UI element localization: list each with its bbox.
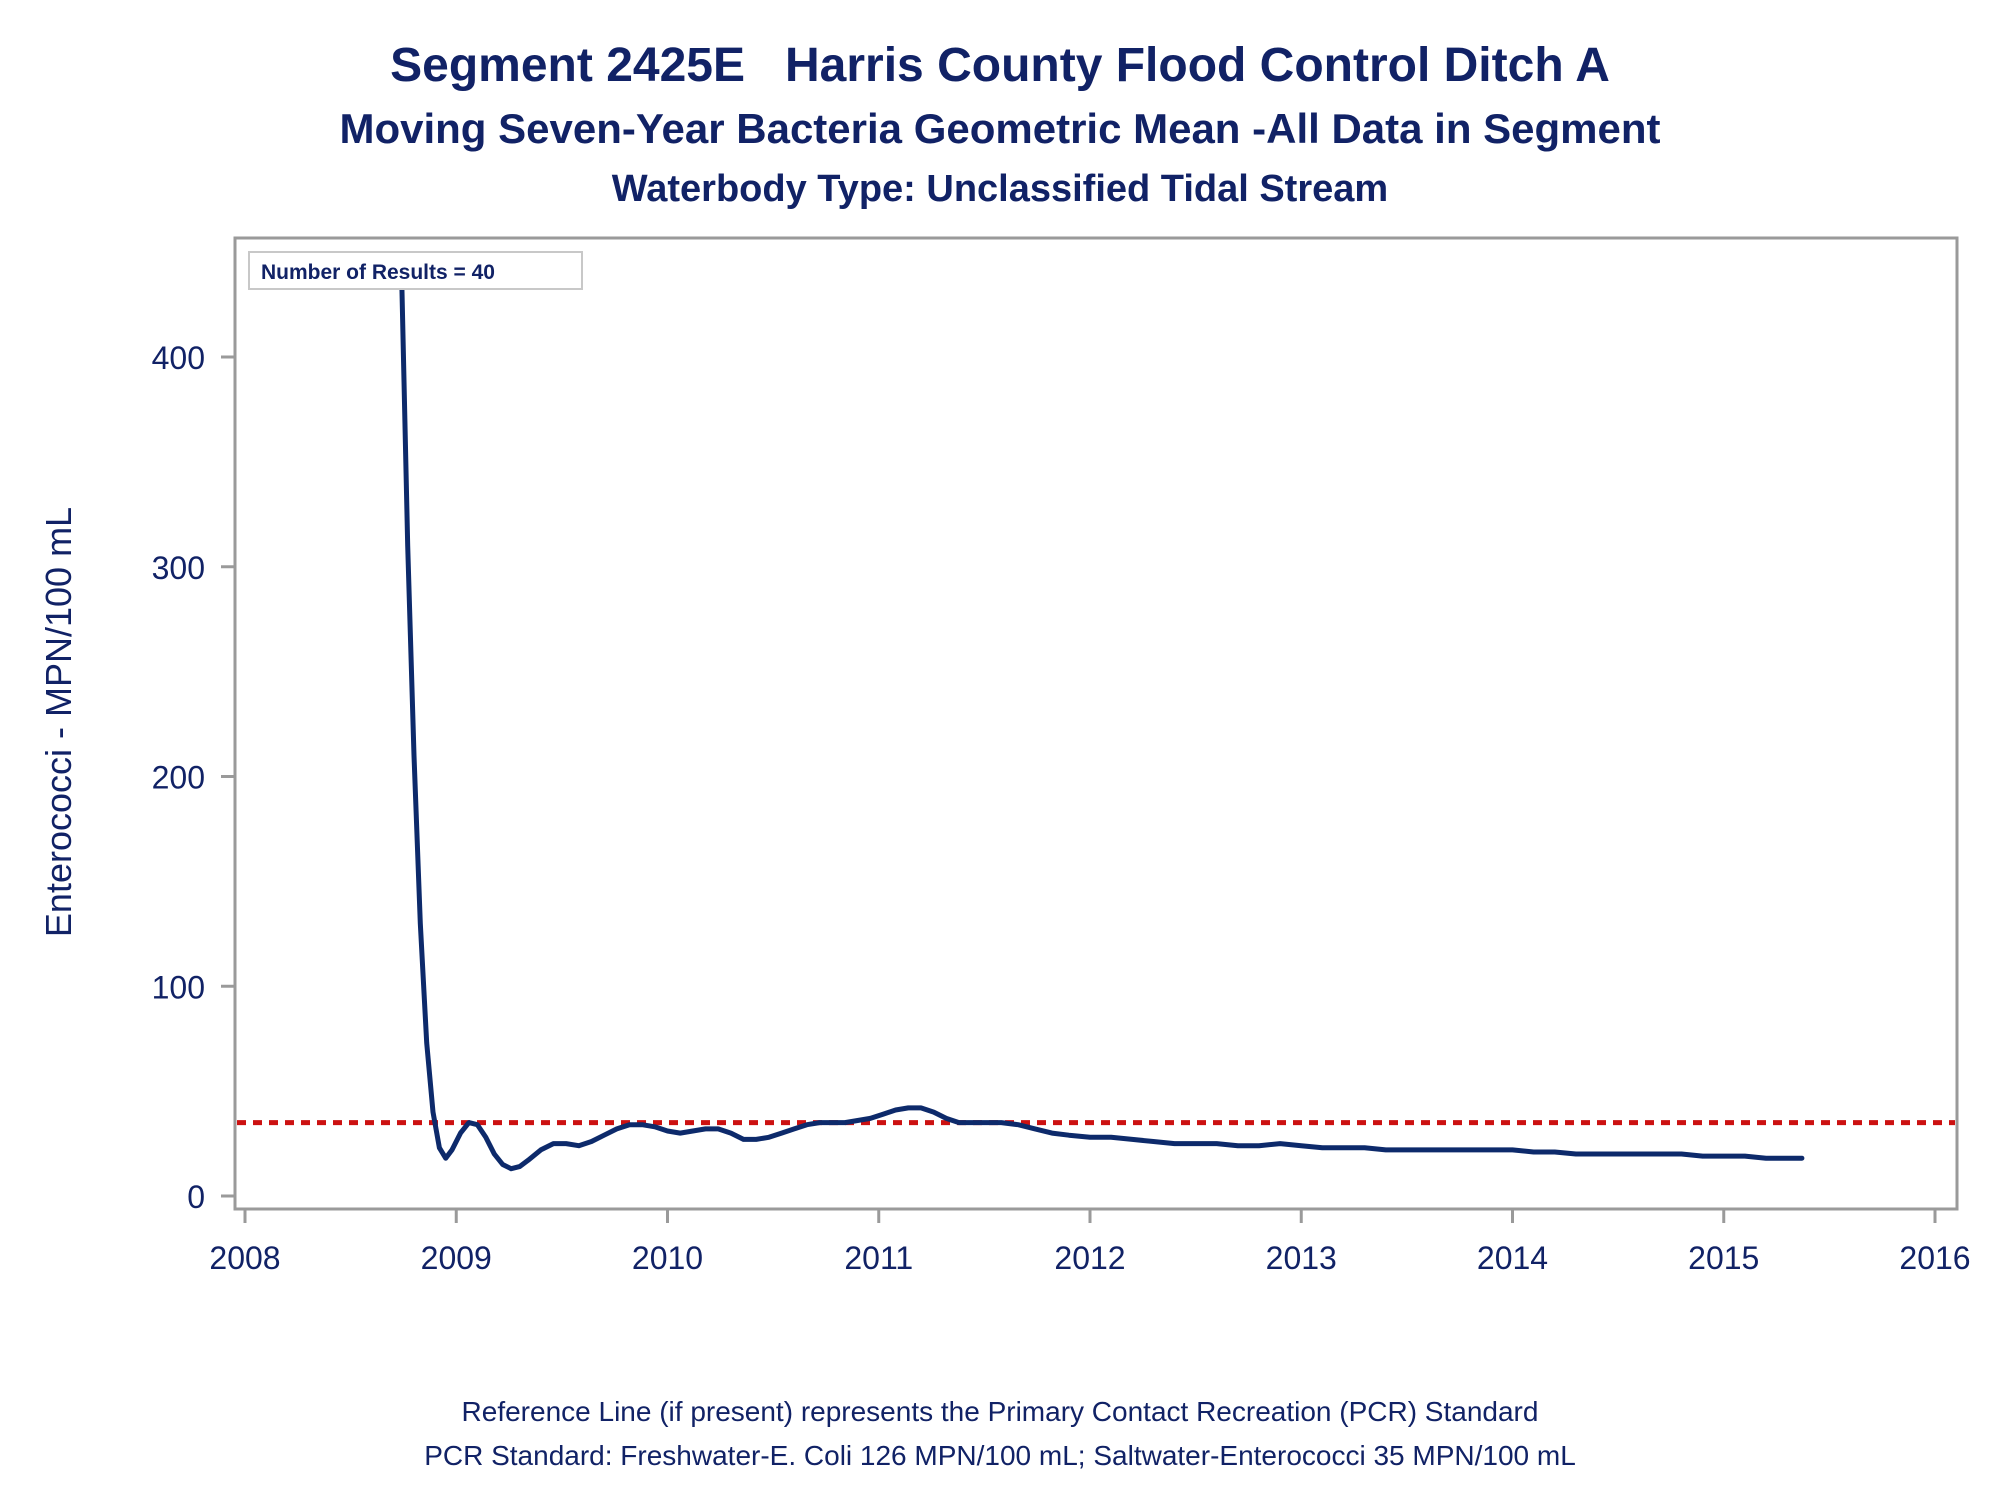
y-tick-label: 400 — [152, 340, 205, 376]
series-line — [398, 258, 1805, 1172]
x-tick-label: 2011 — [844, 1240, 913, 1276]
inset-box — [248, 251, 583, 290]
y-tick-label: 200 — [152, 760, 205, 796]
results-count-inset: Number of Results = 40 — [248, 251, 583, 290]
y-tick-label: 0 — [187, 1179, 205, 1215]
chart-title: Segment 2425E Harris County Flood Contro… — [390, 39, 1610, 92]
x-tick-label: 2012 — [1054, 1240, 1125, 1276]
plot-frame — [233, 236, 1959, 1211]
x-tick-label: 2013 — [1266, 1240, 1337, 1276]
x-tick-label: 2010 — [632, 1240, 703, 1276]
inset-label: Number of Results = 40 — [261, 261, 495, 284]
chart-subtitle: Moving Seven-Year Bacteria Geometric Mea… — [339, 105, 1661, 152]
y-axis-label: Enterococci - MPN/100 mL — [38, 507, 79, 937]
footnote-pcr-standard: PCR Standard: Freshwater-E. Coli 126 MPN… — [424, 1440, 1576, 1471]
x-tick-label: 2009 — [421, 1240, 492, 1276]
x-tick-label: 2008 — [209, 1240, 280, 1276]
footnote-reference-line: Reference Line (if present) represents t… — [461, 1396, 1539, 1427]
x-axis: 2008 2009 2010 2011 2012 2013 2014 2015 2016 — [209, 1209, 1971, 1276]
y-tick-label: 100 — [152, 969, 205, 1005]
y-tick-label: 300 — [152, 550, 205, 586]
x-tick-label: 2014 — [1477, 1240, 1548, 1276]
x-tick-label: 2016 — [1899, 1240, 1970, 1276]
x-tick-label: 2015 — [1688, 1240, 1759, 1276]
y-axis: 0 100 200 300 400 — [152, 340, 235, 1215]
waterbody-type-subtitle: Waterbody Type: Unclassified Tidal Strea… — [611, 168, 1389, 210]
